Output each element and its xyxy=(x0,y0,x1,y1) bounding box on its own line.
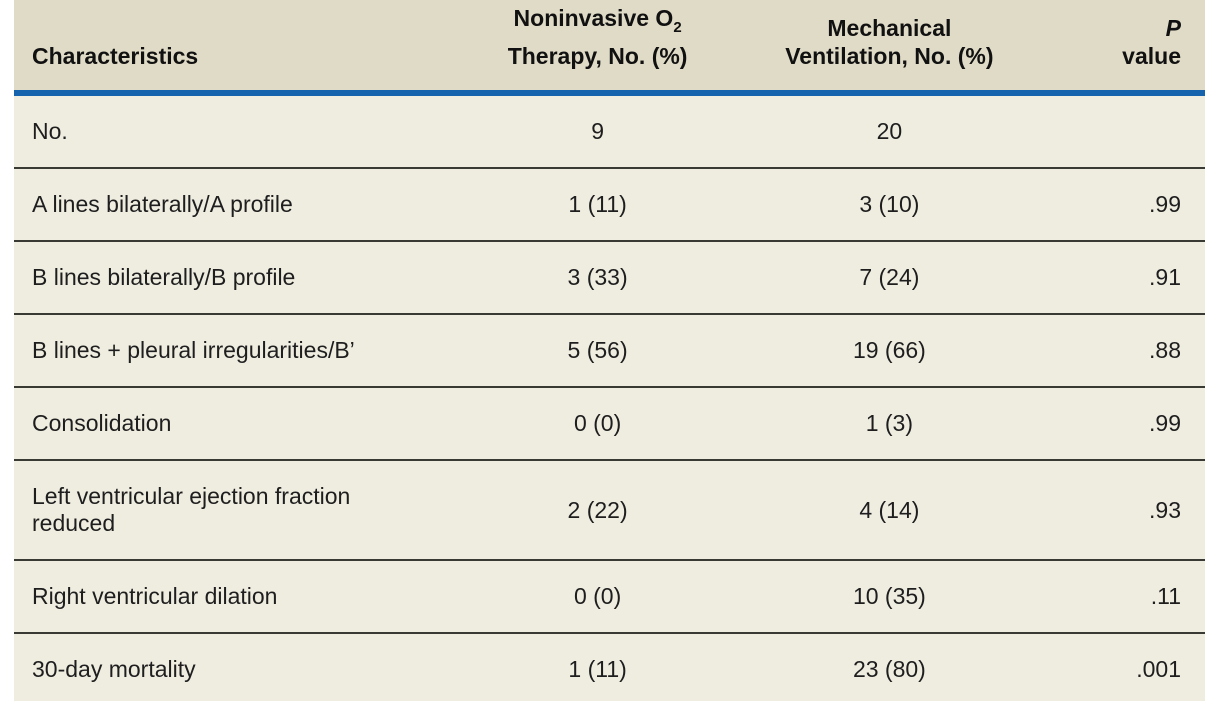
cell-mechanical: 1 (3) xyxy=(716,386,1063,460)
oxygen-subscript: 2 xyxy=(673,19,682,36)
table-body: No. 9 20 A lines bilaterally/A profile 1… xyxy=(14,93,1205,701)
cell-characteristic: No. xyxy=(14,93,479,168)
cell-noninvasive: 0 (0) xyxy=(478,559,717,633)
cell-mechanical: 4 (14) xyxy=(716,459,1063,560)
table-row-b-lines-pleural: B lines + pleural irregularities/B’ 5 (5… xyxy=(14,313,1205,387)
cell-p-value: .99 xyxy=(1062,386,1205,460)
cell-characteristic: 30-day mortality xyxy=(14,632,479,701)
column-header-mechanical-ventilation: Mechanical Ventilation, No. (%) xyxy=(716,0,1063,96)
table-row-30-day-mortality: 30-day mortality 1 (11) 23 (80) .001 xyxy=(14,632,1205,701)
cell-mechanical: 7 (24) xyxy=(716,240,1063,314)
cell-p-value: .91 xyxy=(1062,240,1205,314)
p-value-header-line1: P xyxy=(1165,15,1181,41)
mechanical-header-line2: Ventilation, No. (%) xyxy=(785,43,994,69)
cell-characteristic: Left ventricular ejection fraction reduc… xyxy=(14,459,479,560)
cell-noninvasive: 9 xyxy=(478,93,717,168)
cell-characteristic: B lines + pleural irregularities/B’ xyxy=(14,313,479,387)
cell-p-value xyxy=(1062,93,1205,168)
cell-noninvasive: 2 (22) xyxy=(478,459,717,560)
cell-noninvasive: 1 (11) xyxy=(478,167,717,241)
column-header-characteristics-label: Characteristics xyxy=(32,43,199,69)
cell-noninvasive: 3 (33) xyxy=(478,240,717,314)
cell-mechanical: 20 xyxy=(716,93,1063,168)
cell-noninvasive: 5 (56) xyxy=(478,313,717,387)
table-row-lvef-reduced: Left ventricular ejection fraction reduc… xyxy=(14,459,1205,560)
table-header: Characteristics Noninvasive O2 Therapy, … xyxy=(14,0,1205,96)
noninvasive-header-line2: Therapy, No. (%) xyxy=(507,43,688,69)
header-row: Characteristics Noninvasive O2 Therapy, … xyxy=(14,0,1205,96)
cell-p-value: .93 xyxy=(1062,459,1205,560)
cell-noninvasive: 0 (0) xyxy=(478,386,717,460)
table-row-b-lines: B lines bilaterally/B profile 3 (33) 7 (… xyxy=(14,240,1205,314)
table-row-rv-dilation: Right ventricular dilation 0 (0) 10 (35)… xyxy=(14,559,1205,633)
cell-mechanical: 19 (66) xyxy=(716,313,1063,387)
cell-p-value: .99 xyxy=(1062,167,1205,241)
cell-noninvasive: 1 (11) xyxy=(478,632,717,701)
cell-mechanical: 23 (80) xyxy=(716,632,1063,701)
mechanical-header-line1: Mechanical xyxy=(827,15,952,41)
cell-p-value: .88 xyxy=(1062,313,1205,387)
cell-p-value: .001 xyxy=(1062,632,1205,701)
noninvasive-header-line1: Noninvasive O2 xyxy=(513,5,682,36)
cell-characteristic: Consolidation xyxy=(14,386,479,460)
p-value-header-line2: value xyxy=(1122,43,1181,69)
table-row-a-lines: A lines bilaterally/A profile 1 (11) 3 (… xyxy=(14,167,1205,241)
column-header-p-value: P value xyxy=(1062,0,1205,96)
table-row-consolidation: Consolidation 0 (0) 1 (3) .99 xyxy=(14,386,1205,460)
column-header-characteristics: Characteristics xyxy=(14,0,479,96)
cell-p-value: .11 xyxy=(1062,559,1205,633)
column-header-noninvasive-o2-therapy: Noninvasive O2 Therapy, No. (%) xyxy=(478,0,717,96)
cell-mechanical: 10 (35) xyxy=(716,559,1063,633)
cell-characteristic: Right ventricular dilation xyxy=(14,559,479,633)
cell-characteristic: B lines bilaterally/B profile xyxy=(14,240,479,314)
cell-mechanical: 3 (10) xyxy=(716,167,1063,241)
lung-ultrasound-findings-table: Characteristics Noninvasive O2 Therapy, … xyxy=(14,0,1205,701)
table-row-no: No. 9 20 xyxy=(14,93,1205,168)
cell-characteristic: A lines bilaterally/A profile xyxy=(14,167,479,241)
